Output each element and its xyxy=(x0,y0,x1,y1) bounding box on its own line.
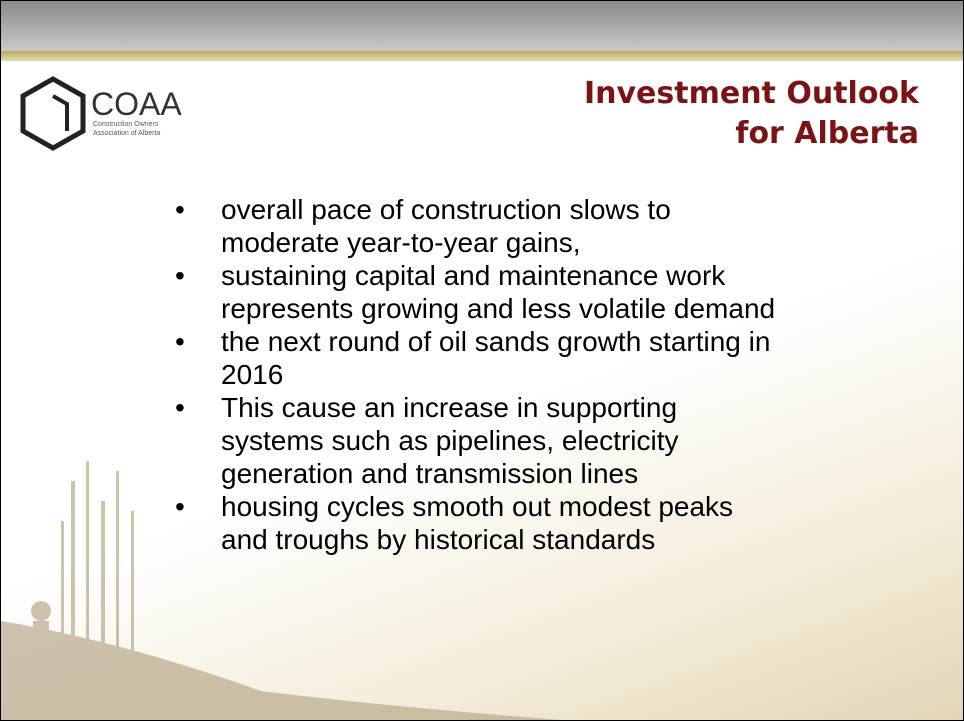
bullet-text: generation and transmission lines xyxy=(221,460,638,488)
bullet-text: 2016 xyxy=(221,361,283,389)
bullet-text: systems such as pipelines, electricity xyxy=(221,427,679,455)
bullet-marker: • xyxy=(175,328,185,356)
header-bar xyxy=(1,1,963,51)
slide-title: for Alberta xyxy=(735,116,919,151)
bullet-text: overall pace of construction slows to xyxy=(221,196,671,224)
logo-subtitle: Association of Alberta xyxy=(93,130,160,137)
logo-icon xyxy=(23,79,83,148)
bullet-text: sustaining capital and maintenance work xyxy=(221,262,725,290)
bullet-marker: • xyxy=(175,394,185,422)
bullet-text: This cause an increase in supporting xyxy=(221,394,677,422)
bullet-marker: • xyxy=(175,196,185,224)
bullet-text: represents growing and less volatile dem… xyxy=(221,295,775,323)
bullet-text: moderate year-to-year gains, xyxy=(221,229,581,257)
logo-name: COAA xyxy=(91,86,182,123)
slide: COAA Construction Owners Association of … xyxy=(0,0,964,721)
bullet-marker: • xyxy=(175,262,185,290)
bullet-marker: • xyxy=(175,493,185,521)
bullet-text: housing cycles smooth out modest peaks xyxy=(221,493,733,521)
slide-title: Investment Outlook xyxy=(584,76,919,111)
logo-subtitle: Construction Owners xyxy=(93,121,158,128)
header-stripe xyxy=(1,51,963,61)
bullet-text: and troughs by historical standards xyxy=(221,526,655,554)
bullet-text: the next round of oil sands growth start… xyxy=(221,328,770,356)
